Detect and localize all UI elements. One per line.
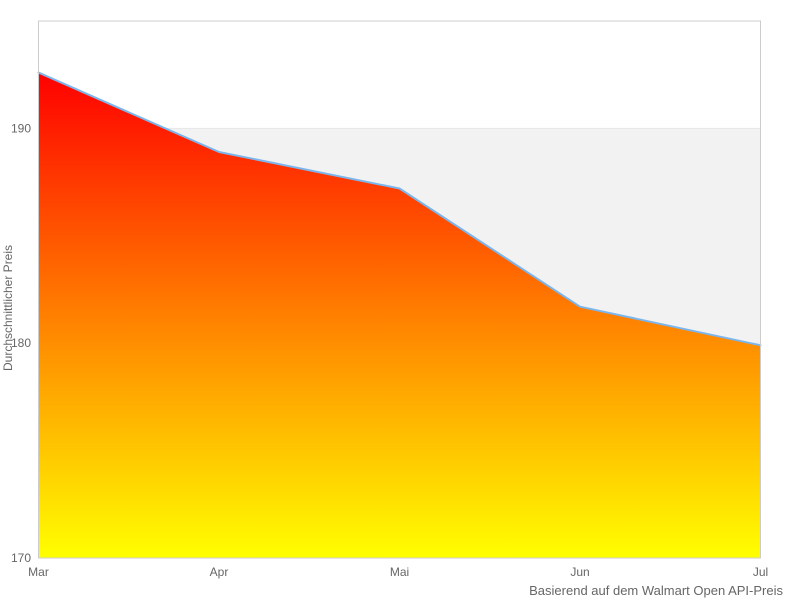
y-tick-label: 180	[11, 336, 31, 350]
x-tick-label: Jun	[570, 565, 589, 579]
x-tick-label: Apr	[210, 565, 229, 579]
chart-caption: Basierend auf dem Walmart Open API-Preis	[529, 583, 783, 598]
y-axis-labels: 170 180 190	[11, 121, 31, 565]
x-axis-labels: Mar Apr Mai Jun Jul	[28, 565, 768, 579]
price-line	[37, 71, 762, 347]
x-tick-label: Mai	[390, 565, 409, 579]
x-tick-label: Jul	[753, 565, 768, 579]
price-area	[38, 72, 761, 558]
y-tick-label: 170	[11, 551, 31, 565]
y-axis-title: Durchschnittlicher Preis	[1, 245, 15, 371]
plot-border	[38, 20, 761, 559]
x-tick-label: Mar	[28, 565, 49, 579]
y-tick-label: 190	[11, 121, 31, 135]
